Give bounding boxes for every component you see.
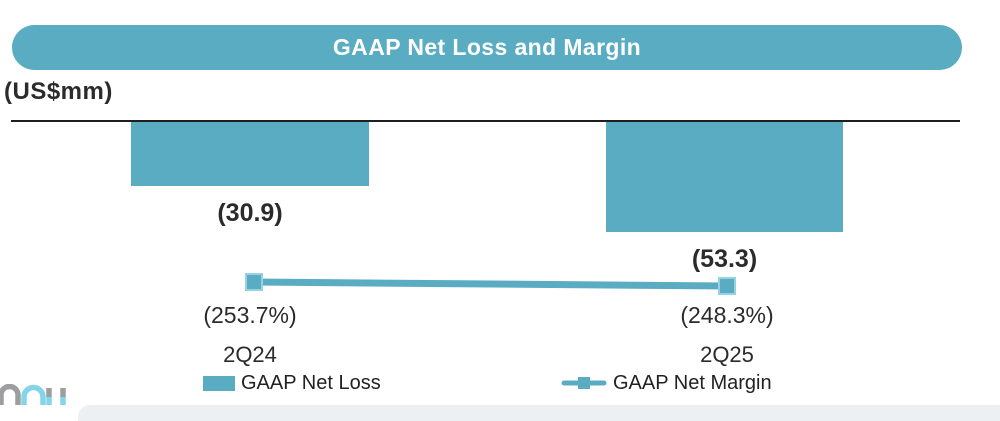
company-logo-partial [0,384,66,405]
net-margin-marker-2q25 [718,277,736,295]
bar-group-2q24: (30.9) [131,122,369,228]
net-margin-marker-2q24 [245,273,263,291]
legend-item-net-margin: GAAP Net Margin [561,372,772,394]
net-loss-legend-label: GAAP Net Loss [241,371,381,394]
net-loss-bar-2q24 [131,122,369,186]
net-loss-data-label-2q25: (53.3) [691,245,758,273]
chart-title: GAAP Net Loss and Margin [332,34,642,60]
net-loss-bar-2q25 [606,122,843,232]
zero-axis-line [11,120,960,122]
net-margin-line [253,278,728,290]
net-margin-legend-label: GAAP Net Margin [613,371,772,394]
net-margin-data-label-2q24: (253.7%) [203,302,297,328]
net-margin-data-label-2q25: (248.3%) [680,302,774,328]
chart-title-banner: GAAP Net Loss and Margin [12,25,962,70]
footer-band [78,405,1000,421]
x-axis-label-2q24: 2Q24 [223,342,277,367]
bar-group-2q25: (53.3) [606,122,843,274]
y-axis-unit-label: (US$mm) [4,78,113,105]
net-loss-data-label-2q24: (30.9) [217,199,283,227]
net-margin-legend-swatch [561,377,607,389]
net-loss-legend-swatch [203,375,235,391]
legend-item-net-loss: GAAP Net Loss [203,372,381,394]
x-axis-label-2q25: 2Q25 [700,342,754,367]
